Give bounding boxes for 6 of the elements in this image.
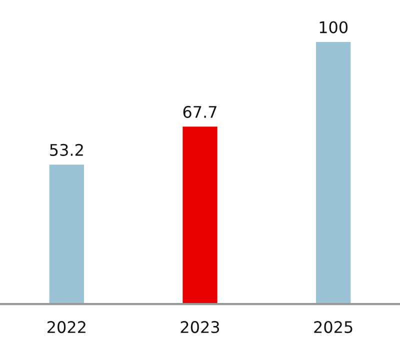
data-label: 100 [320,21,348,34]
data-label: 53.2 [50,144,83,156]
x-tick-label: 2025 [314,321,352,334]
data-label: 67.7 [183,106,216,118]
x-tick-label: 2023 [180,321,220,334]
x-tick-label: 2022 [48,321,86,334]
